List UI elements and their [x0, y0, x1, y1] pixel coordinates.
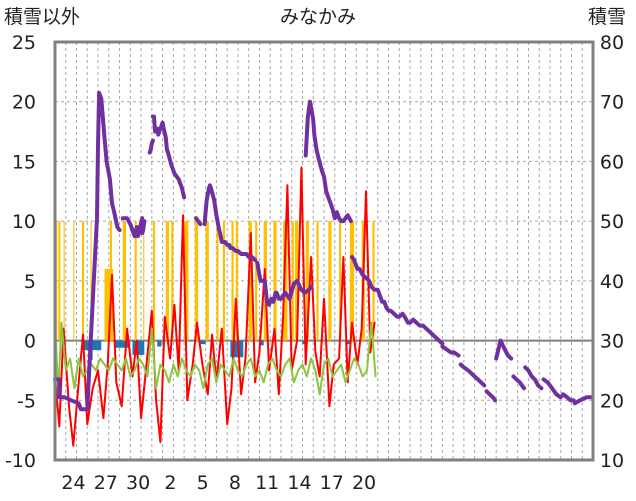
right-tick-label: 40 [600, 271, 624, 293]
snow-line [391, 311, 445, 346]
left-tick-label: 20 [12, 92, 36, 114]
sunshine-bar [184, 221, 189, 341]
line-series [53, 90, 593, 447]
sunshine-bar [143, 221, 145, 341]
sunshine-bar [273, 221, 277, 341]
sunshine-bar [122, 221, 127, 341]
snow-line [494, 338, 514, 361]
snow-line [523, 365, 544, 391]
left-tick-label: -5 [17, 390, 36, 412]
chart-title: みなかみ [280, 6, 356, 28]
precip-bar [259, 340, 264, 346]
sunshine-bar [81, 221, 85, 341]
sunshine-bar [255, 221, 258, 341]
x-tick-label: 11 [255, 472, 279, 494]
sunshine-bar [194, 221, 199, 341]
sunshine-bar [291, 221, 294, 341]
x-tick-label: 5 [197, 472, 209, 494]
sunshine-bar [372, 221, 375, 341]
right-axis-title: 積雪 [588, 6, 626, 28]
x-tick-label: 27 [94, 472, 118, 494]
snow-line [147, 138, 155, 155]
snow-line [194, 216, 203, 227]
right-tick-label: 20 [600, 390, 624, 412]
sunshine-bar [104, 268, 114, 341]
x-tick-label: 17 [320, 472, 344, 494]
sunshine-bar [305, 221, 309, 341]
sunshine-bar [73, 221, 75, 341]
precip-bar [157, 340, 162, 347]
sunshine-bar [349, 221, 355, 341]
left-tick-label: -10 [5, 450, 36, 472]
precip-bar [114, 340, 130, 348]
plot-frame [53, 40, 595, 462]
precip-bar [200, 340, 206, 345]
snow-line [303, 99, 353, 224]
sunshine-bar [165, 221, 170, 341]
temp_min-line [54, 315, 377, 396]
sunshine-bar [231, 221, 234, 341]
snow-line [484, 389, 498, 403]
right-tick-label: 80 [600, 32, 624, 54]
sunshine-bar [316, 221, 319, 341]
snow-line [458, 362, 487, 388]
sunshine-bar [205, 221, 209, 341]
sunshine-bar [58, 221, 61, 341]
sunshine-bar [248, 221, 252, 341]
snow-line [53, 90, 122, 412]
snow-line [560, 392, 576, 403]
snow-line [202, 183, 258, 262]
sunshine-bar [328, 221, 332, 341]
sunshine-bar [216, 221, 219, 341]
snow-line [511, 374, 527, 391]
x-tick-label: 2 [164, 472, 176, 494]
snow-line [572, 395, 593, 406]
left-axis-title: 積雪以外 [4, 6, 80, 28]
sunshine-bar [134, 221, 137, 341]
sunshine-bar [171, 221, 174, 341]
snow-line [350, 255, 396, 316]
snow-line [150, 114, 187, 200]
sunshine-bar [235, 221, 238, 341]
snow-line [440, 344, 461, 358]
precip-bar [132, 340, 145, 355]
right-tick-label: 70 [600, 92, 624, 114]
sunshine-bar [152, 221, 156, 341]
sunshine-bar [222, 221, 226, 341]
x-tick-label: 14 [287, 472, 311, 494]
snow-line [139, 219, 147, 236]
sunshine-bar [63, 221, 65, 341]
left-tick-label: 25 [12, 32, 36, 54]
snow-line [255, 260, 314, 307]
right-tick-label: 10 [600, 450, 624, 472]
snow-line [120, 216, 145, 239]
left-tick-label: 15 [12, 151, 36, 173]
right-tick-label: 50 [600, 211, 624, 233]
right-tick-label: 60 [600, 151, 624, 173]
sunshine-bar [90, 221, 92, 341]
left-tick-label: 0 [24, 331, 36, 353]
left-tick-label: 10 [12, 211, 36, 233]
left-tick-label: 5 [24, 271, 36, 293]
x-tick-label: 24 [61, 472, 85, 494]
x-tick-label: 30 [126, 472, 150, 494]
x-tick-label: 8 [229, 472, 241, 494]
x-tick-label: 20 [352, 472, 376, 494]
precip-bar [345, 340, 350, 345]
sunshine-bar [339, 221, 342, 341]
right-tick-label: 30 [600, 331, 624, 353]
snow-line [541, 377, 563, 400]
